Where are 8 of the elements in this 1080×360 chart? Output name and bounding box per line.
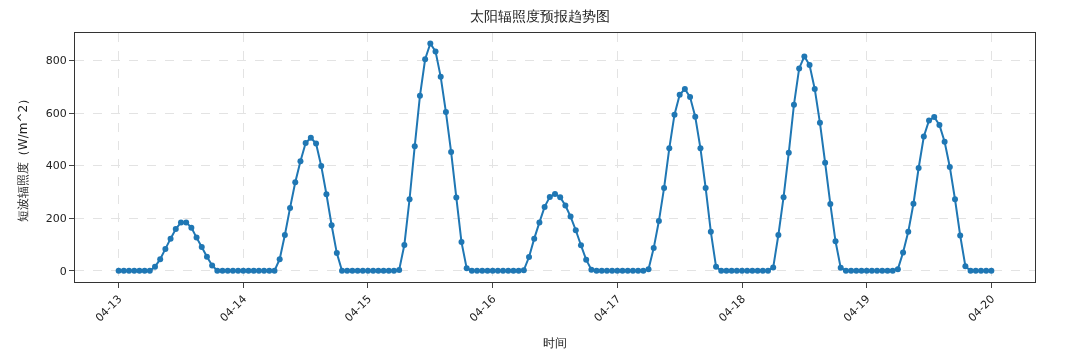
y-tick-label: 800 bbox=[45, 54, 67, 68]
y-tick-label: 400 bbox=[45, 159, 67, 173]
y-tick-label: 0 bbox=[59, 264, 67, 278]
y-tick-label: 600 bbox=[45, 106, 67, 120]
y-tick-label: 200 bbox=[45, 212, 67, 226]
chart-title: 太阳辐照度预报趋势图 bbox=[470, 7, 610, 24]
y-axis-title: 短波辐照度（W/m^2） bbox=[16, 92, 31, 223]
x-axis-title: 时间 bbox=[543, 336, 567, 351]
